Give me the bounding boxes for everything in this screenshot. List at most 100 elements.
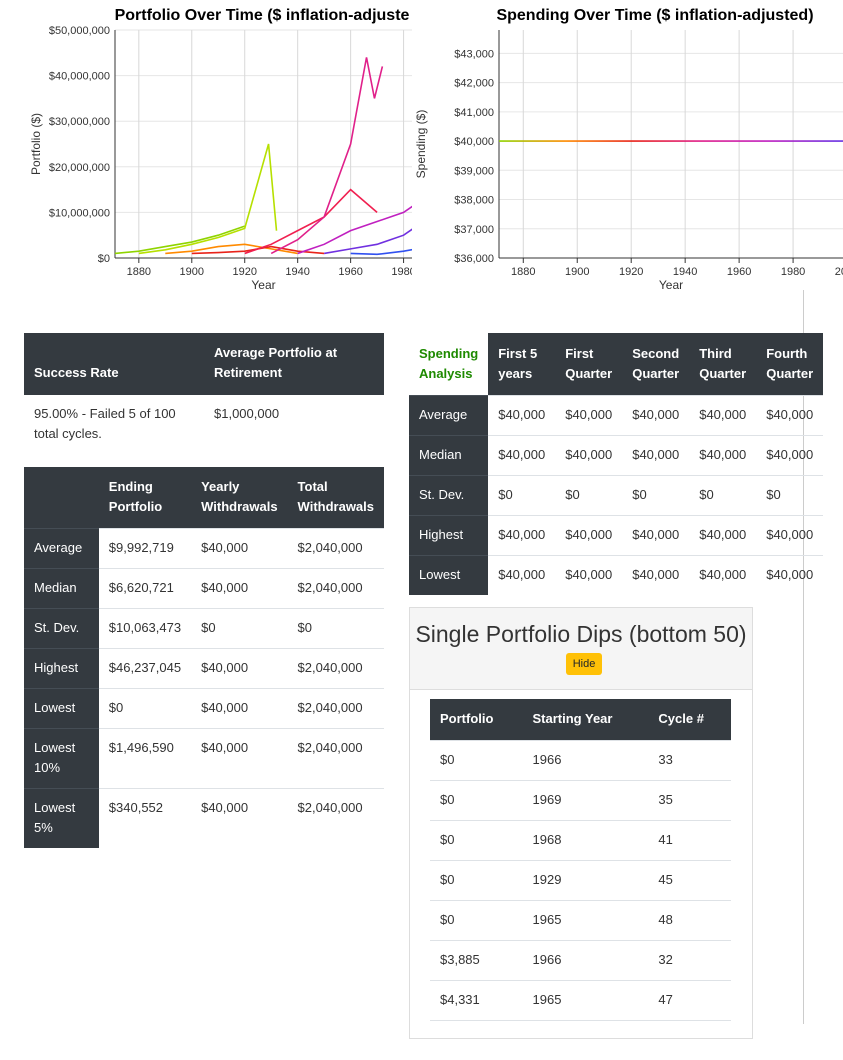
cell: 32 bbox=[648, 939, 731, 980]
cell: $0 bbox=[430, 899, 523, 940]
column-header: Average Portfolio at Retirement bbox=[204, 333, 384, 395]
x-tick-label: 1900 bbox=[565, 266, 589, 278]
cell: $0 bbox=[555, 474, 623, 515]
y-tick-label: $10,000,000 bbox=[49, 207, 110, 219]
cell: $46,237,045 bbox=[98, 647, 192, 688]
y-axis-label: Spending ($) bbox=[415, 110, 428, 179]
cell: 95.00% - Failed 5 of 100 total cycles. bbox=[34, 406, 176, 441]
cell: 1966 bbox=[522, 739, 649, 780]
x-tick-label: 1900 bbox=[180, 266, 204, 278]
cell: $0 bbox=[622, 474, 690, 515]
cell: 47 bbox=[648, 979, 731, 1020]
cell bbox=[430, 1019, 523, 1060]
cell: $40,000 bbox=[191, 567, 288, 608]
column-header: Second Quarter bbox=[622, 333, 690, 395]
x-tick-label: 1920 bbox=[232, 266, 256, 278]
cell: $0 bbox=[430, 739, 523, 780]
row: Median $40,000 $40,000 $40,000 $40,000 $40,00… bbox=[409, 434, 824, 475]
cell: $2,040,000 bbox=[287, 787, 384, 848]
row-header: Median bbox=[409, 434, 489, 475]
y-tick-label: $20,000,000 bbox=[49, 162, 110, 174]
spending-table: Spending Analysis First 5 years First Quar… bbox=[409, 333, 824, 595]
cell: $40,000 bbox=[622, 394, 690, 435]
cell: 35 bbox=[648, 779, 731, 820]
cell: $40,000 bbox=[555, 394, 623, 435]
cell: $40,000 bbox=[191, 527, 288, 568]
row: Highest $40,000 $40,000 $40,000 $40,000 $40,0… bbox=[409, 514, 824, 555]
dips-panel: Single Portfolio Dips (bottom 50) Hide Po… bbox=[409, 607, 753, 1060]
cell: 1929 bbox=[522, 859, 649, 900]
x-tick-label: 1980 bbox=[781, 266, 805, 278]
cell: 33 bbox=[648, 739, 731, 780]
cell: 1968 bbox=[522, 819, 649, 860]
dips-table: Portfolio Starting Year Cycle # $0 1966 33 $0 1… bbox=[430, 699, 731, 1060]
y-tick-label: $36,000 bbox=[454, 253, 494, 265]
cell: $0 bbox=[430, 819, 523, 860]
y-axis-label: Portfolio ($) bbox=[29, 113, 43, 175]
cell: $1,496,590 bbox=[98, 727, 192, 788]
y-tick-label: $41,000 bbox=[454, 107, 494, 119]
y-tick-label: $50,000,000 bbox=[49, 25, 110, 37]
cell: $40,000 bbox=[488, 554, 556, 595]
cell: $40,000 bbox=[555, 554, 623, 595]
y-tick-label: $0 bbox=[98, 253, 110, 265]
column-header: First Quarter bbox=[555, 333, 623, 395]
cell: $40,000 bbox=[191, 687, 288, 728]
row-header: Lowest bbox=[409, 554, 489, 595]
cell: $40,000 bbox=[191, 727, 288, 788]
series-line bbox=[114, 225, 245, 255]
cell: $40,000 bbox=[622, 554, 690, 595]
row: 95.00% - Failed 5 of 100 total cycles. $1… bbox=[24, 395, 384, 453]
y-tick-label: $40,000 bbox=[454, 136, 494, 148]
x-tick-label: 1980 bbox=[391, 266, 412, 278]
y-tick-label: $43,000 bbox=[454, 48, 494, 60]
corner-cell: Spending Analysis bbox=[409, 333, 489, 395]
row-header: Average bbox=[409, 394, 489, 435]
cell: $40,000 bbox=[191, 647, 288, 688]
cell: $40,000 bbox=[756, 554, 824, 595]
y-tick-label: $40,000,000 bbox=[49, 71, 110, 83]
cell: $40,000 bbox=[622, 434, 690, 475]
y-tick-label: $37,000 bbox=[454, 224, 494, 236]
x-axis-label: Year bbox=[251, 278, 275, 292]
column-header: Cycle # bbox=[648, 699, 731, 740]
cell: $340,552 bbox=[98, 787, 192, 848]
dips-header: Single Portfolio Dips (bottom 50) Hide bbox=[410, 608, 752, 690]
header-row: Success Rate Average Portfolio at Retirem… bbox=[24, 333, 384, 395]
series-line bbox=[350, 248, 412, 256]
cell: $2,040,000 bbox=[287, 527, 384, 568]
y-tick-label: $30,000,000 bbox=[49, 116, 110, 128]
row: $0 1965 48 bbox=[430, 899, 731, 940]
column-header: Starting Year bbox=[522, 699, 649, 740]
row-header: St. Dev. bbox=[24, 607, 99, 648]
x-tick-label: 1960 bbox=[338, 266, 362, 278]
cell: $10,063,473 bbox=[98, 607, 192, 648]
column-header: Success Rate bbox=[24, 333, 204, 395]
row: $4,331 1965 47 bbox=[430, 979, 731, 1020]
row: $0 1966 33 bbox=[430, 739, 731, 780]
series-line bbox=[297, 205, 412, 255]
row: Average $40,000 $40,000 $40,000 $40,000 $40,0… bbox=[409, 394, 824, 435]
header-row: Ending Portfolio Yearly Withdrawals Total … bbox=[24, 467, 384, 528]
header-row: Spending Analysis First 5 years First Quar… bbox=[409, 333, 824, 395]
hide-button[interactable]: Hide bbox=[565, 652, 603, 675]
x-axis-label: Year bbox=[659, 278, 683, 292]
row: $3,885 1966 32 bbox=[430, 939, 731, 980]
cell: $40,000 bbox=[689, 394, 757, 435]
row: $0 1929 45 bbox=[430, 859, 731, 900]
row: Highest $46,237,045 $40,000 $2,040,000 bbox=[24, 647, 384, 688]
y-tick-label: $39,000 bbox=[454, 165, 494, 177]
cell: $9,992,719 bbox=[98, 527, 192, 568]
cell: $0 bbox=[689, 474, 757, 515]
series-line bbox=[270, 57, 384, 255]
cell: $0 bbox=[191, 607, 288, 648]
row: $0 1968 41 bbox=[430, 819, 731, 860]
row: St. Dev. $10,063,473 $0 $0 bbox=[24, 607, 384, 648]
row: Lowest 10% $1,496,590 $40,000 $2,040,000 bbox=[24, 727, 384, 788]
cell bbox=[648, 1019, 731, 1060]
cell: $40,000 bbox=[756, 434, 824, 475]
column-header: Yearly Withdrawals bbox=[191, 467, 288, 528]
row-header: Average bbox=[24, 527, 99, 568]
cell: $40,000 bbox=[191, 787, 288, 848]
cell: $40,000 bbox=[555, 434, 623, 475]
